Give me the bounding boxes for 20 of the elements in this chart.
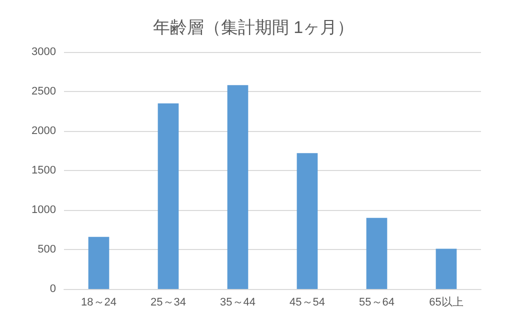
- y-tick-label: 2000: [32, 125, 56, 137]
- x-tick-label: 25～34: [150, 296, 186, 308]
- y-tick-label: 1500: [32, 164, 56, 176]
- bar: [436, 248, 457, 289]
- x-tick-label: 18～24: [81, 296, 116, 308]
- y-tick-label: 3000: [32, 46, 56, 58]
- y-tick-label: 0: [50, 283, 56, 295]
- bar: [296, 153, 318, 289]
- x-tick-label: 45～54: [290, 296, 325, 308]
- y-tick-label: 500: [38, 244, 56, 256]
- x-tick-label: 35～44: [220, 296, 256, 308]
- bar: [88, 236, 110, 289]
- y-tick-label: 2500: [32, 86, 56, 98]
- bar: [158, 103, 179, 289]
- bar: [227, 85, 248, 289]
- bar: [366, 218, 388, 289]
- x-tick-label: 65以上: [429, 296, 464, 308]
- y-tick-label: 1000: [32, 204, 56, 216]
- chart-title: 年齢層（集計期間 1ヶ月）: [152, 18, 354, 37]
- x-tick-label: 55～64: [359, 296, 394, 308]
